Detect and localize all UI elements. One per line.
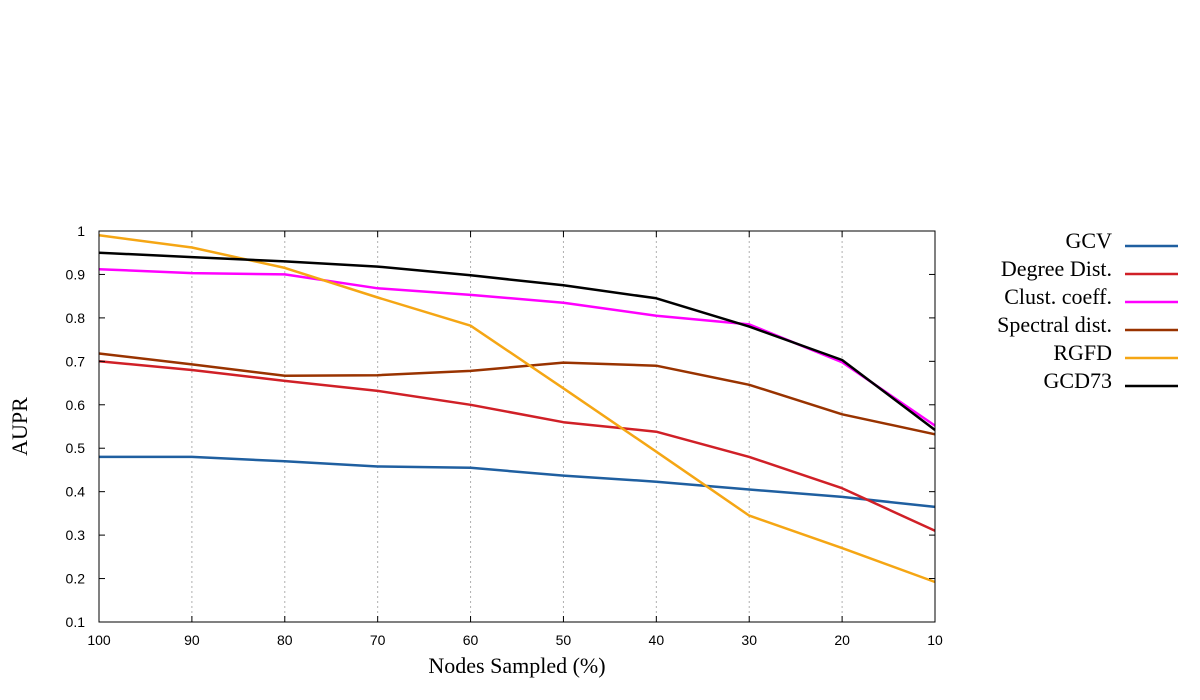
x-tick-label: 30 [741,632,757,648]
legend-label-degree-dist: Degree Dist. [1001,256,1112,281]
legend-label-clust-coeff: Clust. coeff. [1004,284,1112,309]
legend-label-rgfd: RGFD [1053,340,1112,365]
series-lines [98,234,936,584]
legend-label-gcv: GCV [1066,228,1113,253]
series-line-spectral-dist [98,352,936,436]
x-tick-label: 80 [277,632,293,648]
y-tick-label: 0.8 [66,310,86,326]
legend: GCV Degree Dist. Clust. coeff. Spectral dis… [997,228,1178,393]
y-tick-label: 0.7 [66,353,86,369]
x-tick-label: 100 [87,632,111,648]
x-tick-label: 10 [927,632,943,648]
x-tick-label: 60 [463,632,479,648]
y-tick-label: 1 [77,223,85,239]
series-line-gcv [99,455,936,509]
y-tick-label: 0.1 [66,614,86,630]
x-tick-label: 40 [649,632,665,648]
series-line-degree-dist [98,360,936,532]
series-line-gcd73 [98,251,936,431]
plot-frame [98,230,936,623]
x-axis-title: Nodes Sampled (%) [428,653,605,678]
y-tick-label: 0.3 [66,527,86,543]
y-tick-label: 0.5 [66,440,86,456]
y-tick-label: 0.9 [66,266,86,282]
x-tick-label: 50 [556,632,572,648]
series-line-rgfd [98,234,936,584]
y-tick-label: 0.6 [66,397,86,413]
y-axis-title: AUPR [7,397,32,456]
y-tick-label: 0.4 [66,484,86,500]
x-tick-label: 90 [184,632,200,648]
legend-label-gcd73: GCD73 [1044,368,1112,393]
x-tick-label: 70 [370,632,386,648]
axis-ticks: 100 90 80 70 60 50 40 30 20 10 0.1 0.2 0.3 0.4 0.5 0.6 0… [66,223,943,648]
y-tick-label: 0.2 [66,571,86,587]
x-tick-label: 20 [834,632,850,648]
legend-label-spectral-dist: Spectral dist. [997,312,1112,337]
grid-lines [191,231,843,622]
